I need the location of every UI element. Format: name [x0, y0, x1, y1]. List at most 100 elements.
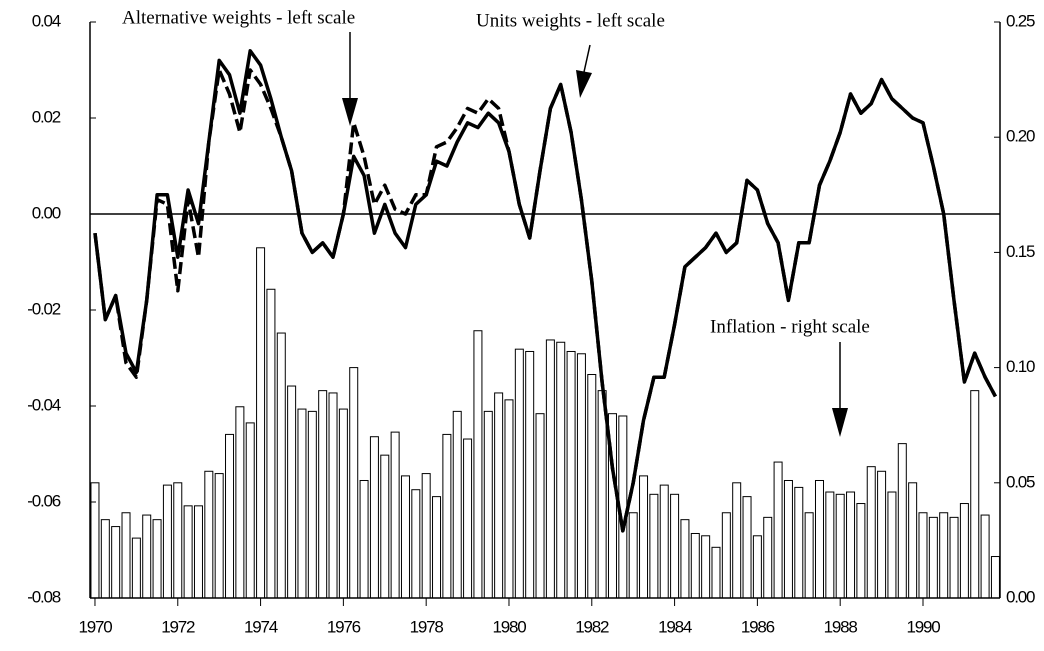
bar [421, 473, 431, 599]
bar [307, 410, 317, 599]
bar [452, 410, 462, 599]
bar [659, 484, 669, 599]
bar [732, 482, 742, 599]
bar [566, 350, 576, 599]
bar [711, 546, 721, 599]
bar [183, 505, 193, 599]
bar [545, 339, 555, 599]
bar [121, 512, 131, 599]
y-tick-label: -0.06 [27, 491, 60, 510]
bar [204, 470, 214, 599]
bar [742, 496, 752, 599]
bar [970, 390, 980, 599]
y2-tick-label: 0.00 [1006, 587, 1035, 606]
arrow [583, 44, 591, 73]
bar [877, 470, 887, 599]
y2-tick-label: 0.15 [1006, 242, 1035, 261]
bar [866, 466, 876, 599]
bar [773, 461, 783, 599]
bar [649, 493, 659, 599]
bar [514, 348, 524, 599]
bar [908, 482, 918, 599]
x-tick-label: 1982 [575, 617, 609, 636]
y2-tick-label: 0.05 [1006, 472, 1035, 491]
x-tick-label: 1984 [658, 617, 692, 636]
x-tick-label: 1980 [492, 617, 526, 636]
bar [400, 475, 410, 599]
bar [990, 556, 1000, 599]
bar [214, 473, 224, 599]
bar [131, 537, 141, 599]
bar [235, 406, 245, 599]
arrow-head [576, 70, 592, 98]
bar [763, 516, 773, 599]
bar [442, 433, 452, 599]
bar [701, 535, 711, 599]
bar [980, 514, 990, 599]
bar [152, 519, 162, 599]
bar [576, 353, 586, 599]
dashed-line [93, 68, 997, 533]
y2-tick-label: 0.10 [1006, 357, 1035, 376]
x-tick-label: 1988 [824, 617, 858, 636]
bar [359, 479, 369, 599]
bar [556, 341, 566, 599]
bar [162, 484, 172, 599]
x-tick-label: 1990 [906, 617, 940, 636]
bar [276, 332, 286, 599]
bar [670, 493, 680, 599]
x-tick-label: 1970 [78, 617, 112, 636]
annotation: Alternative weights - left scale [122, 7, 355, 28]
bar [380, 454, 390, 599]
bar [483, 410, 493, 599]
y-tick-label: -0.02 [27, 299, 60, 318]
arrow-head [342, 98, 358, 126]
bar [432, 496, 442, 599]
bar [804, 512, 814, 599]
y-tick-label: 0.02 [32, 107, 61, 126]
annotation: Inflation - right scale [710, 316, 870, 337]
bar [390, 431, 400, 599]
x-tick-label: 1986 [741, 617, 775, 636]
bar [835, 493, 845, 599]
arrows [342, 32, 848, 437]
bar [783, 479, 793, 599]
bar [959, 503, 969, 599]
bar [887, 491, 897, 599]
y-tick-label: -0.08 [27, 587, 60, 606]
bar [504, 399, 514, 599]
bar [256, 247, 266, 599]
bar [245, 422, 255, 599]
x-tick-label: 1974 [244, 617, 278, 636]
bar [111, 526, 121, 599]
x-tick-label: 1978 [410, 617, 444, 636]
bar [287, 385, 297, 599]
bar [587, 374, 597, 599]
bar [225, 433, 235, 599]
bar [338, 408, 348, 599]
bar [918, 512, 928, 599]
bar [939, 512, 949, 599]
y2-tick-label: 0.25 [1006, 11, 1035, 30]
bar [752, 535, 762, 599]
bar [318, 390, 328, 599]
bar [535, 413, 545, 599]
bar [525, 350, 535, 599]
bar [639, 475, 649, 599]
bar [349, 367, 359, 599]
bar [680, 519, 690, 599]
bar [411, 489, 421, 599]
arrow-head [832, 408, 848, 437]
bar [100, 519, 110, 599]
x-tick-label: 1976 [327, 617, 361, 636]
bar [473, 330, 483, 599]
bar [928, 516, 938, 599]
bar [897, 443, 907, 599]
bar [266, 288, 276, 599]
bar [721, 512, 731, 599]
bar [846, 491, 856, 599]
bar [597, 390, 607, 599]
bar [90, 482, 100, 599]
y-tick-label: 0.00 [32, 203, 61, 222]
